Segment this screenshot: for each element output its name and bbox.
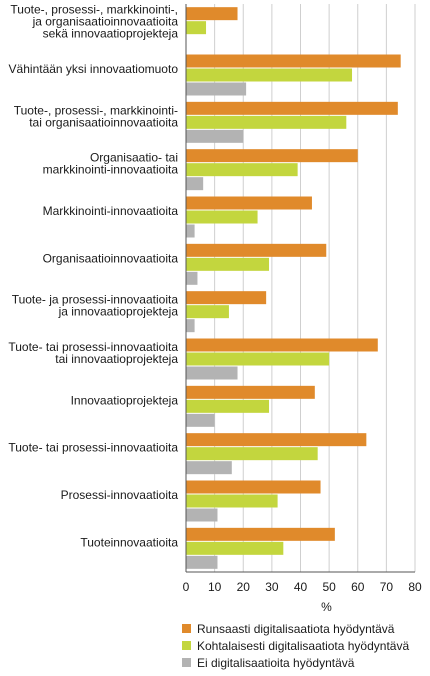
bar-7-0 [186, 338, 378, 352]
bar-4-1 [186, 210, 258, 224]
bar-6-2 [186, 319, 195, 333]
category-label-8-0: Innovaatioprojekteja [71, 393, 179, 407]
category-label-9-0: Tuote- tai prosessi-innovaatioita [8, 441, 178, 455]
category-label-1-0: Vähintään yksi innovaatiomuoto [9, 62, 179, 76]
x-axis-title: % [321, 600, 332, 614]
category-label-0-0: Tuote-, prosessi-, markkinointi-, [10, 3, 178, 17]
bar-2-1 [186, 115, 347, 129]
legend-item-1: Kohtalaisesti digitalisaatiota hyödyntäv… [182, 637, 430, 654]
legend-label-0: Runsaasti digitalisaatiota hyödyntävä [197, 621, 395, 636]
bar-4-2 [186, 224, 195, 238]
bar-6-1 [186, 305, 229, 319]
x-tick-label-60: 60 [351, 580, 365, 594]
bar-5-2 [186, 271, 198, 285]
bar-5-0 [186, 243, 327, 257]
bar-11-0 [186, 527, 335, 541]
x-tick-label-0: 0 [183, 580, 190, 594]
bar-10-1 [186, 494, 278, 508]
category-label-3-1: markkinointi-innovaatioita [43, 163, 179, 177]
legend-swatch-2 [182, 658, 191, 667]
bar-7-2 [186, 366, 238, 380]
category-label-2-1: tai organisaatioinnovaatioita [29, 115, 178, 129]
bar-2-0 [186, 101, 398, 115]
legend-item-2: Ei digitalisaatioita hyödyntävä [182, 654, 430, 671]
bar-1-2 [186, 82, 247, 96]
category-label-4-0: Markkinointi-innovaatioita [43, 204, 179, 218]
category-label-6-0: Tuote- ja prosessi-innovaatioita [12, 293, 179, 307]
category-label-6-1: ja innovaatioprojekteja [58, 305, 179, 319]
bar-3-2 [186, 177, 204, 191]
category-label-0-2: sekä innovaatioprojekteja [43, 27, 179, 41]
bar-0-0 [186, 7, 238, 21]
bar-2-2 [186, 129, 244, 143]
category-label-5-0: Organisaatioinnovaatioita [43, 251, 179, 265]
bar-8-1 [186, 399, 270, 413]
legend-label-1: Kohtalaisesti digitalisaatiota hyödyntäv… [197, 638, 410, 653]
category-label-7-0: Tuote- tai prosessi-innovaatioita [8, 340, 178, 354]
category-label-10-0: Prosessi-innovaatioita [61, 488, 179, 502]
legend: Runsaasti digitalisaatiota hyödyntävä Koh… [182, 620, 430, 671]
x-tick-label-80: 80 [408, 580, 422, 594]
category-label-3-0: Organisaatio- tai [90, 151, 178, 165]
bar-3-1 [186, 163, 298, 177]
bar-9-1 [186, 447, 318, 461]
bar-7-1 [186, 352, 330, 366]
category-label-7-1: tai innovaatioprojekteja [55, 352, 178, 366]
bar-11-1 [186, 541, 284, 555]
x-tick-label-20: 20 [237, 580, 251, 594]
x-tick-label-70: 70 [380, 580, 394, 594]
x-tick-label-40: 40 [294, 580, 308, 594]
x-tick-label-30: 30 [265, 580, 279, 594]
bar-11-2 [186, 555, 218, 569]
x-tick-label-50: 50 [322, 580, 336, 594]
legend-swatch-1 [182, 641, 191, 650]
bar-9-2 [186, 461, 232, 475]
category-label-2-0: Tuote-, prosessi-, markkinointi- [14, 103, 178, 117]
bar-8-0 [186, 385, 315, 399]
legend-swatch-0 [182, 624, 191, 633]
category-label-11-0: Tuoteinnovaatioita [80, 535, 178, 549]
bar-8-2 [186, 413, 215, 427]
bar-3-0 [186, 149, 358, 163]
x-tick-label-10: 10 [208, 580, 222, 594]
bar-6-0 [186, 291, 267, 305]
bar-1-1 [186, 68, 353, 82]
bar-9-0 [186, 433, 367, 447]
legend-item-0: Runsaasti digitalisaatiota hyödyntävä [182, 620, 430, 637]
bar-10-0 [186, 480, 321, 494]
category-label-0-1: ja organisaatioinnovaatioita [32, 15, 179, 29]
bar-10-2 [186, 508, 218, 522]
bar-1-0 [186, 54, 401, 68]
bar-0-1 [186, 21, 207, 35]
bar-4-0 [186, 196, 312, 210]
legend-label-2: Ei digitalisaatioita hyödyntävä [197, 655, 355, 670]
bar-5-1 [186, 257, 270, 271]
